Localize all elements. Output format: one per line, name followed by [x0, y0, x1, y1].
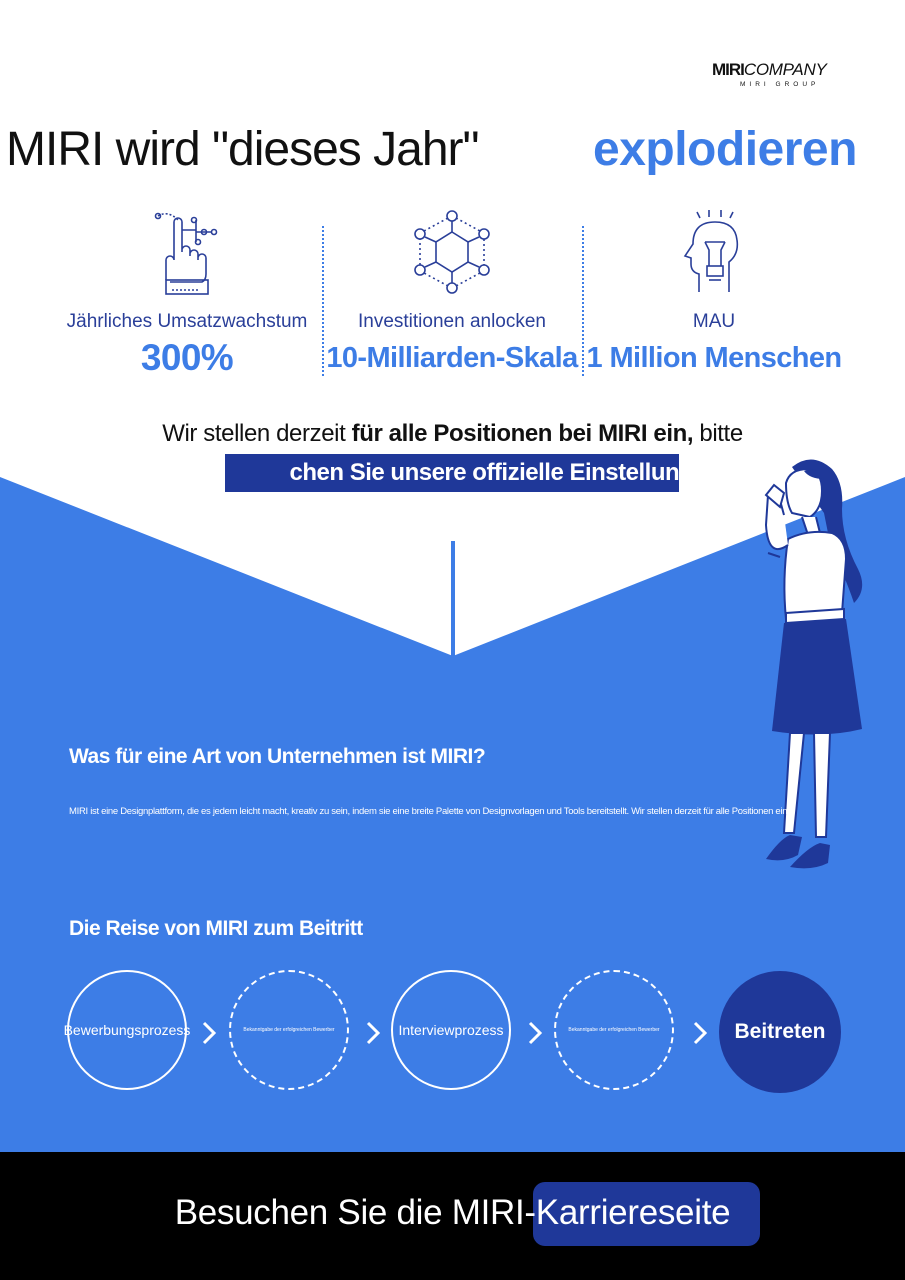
- chevron-right-icon: [366, 1021, 381, 1045]
- journey-step-announcement-2[interactable]: Bekanntgabe der erfolgreichen Bewerber: [554, 970, 674, 1090]
- logo-wordmark: MIRICOMPANY: [712, 60, 827, 80]
- journey-step-label: Bewerbungsprozess: [63, 1022, 191, 1038]
- stat-value: 10-Milliarden-Skala: [326, 342, 578, 374]
- journey-step-join[interactable]: Beitreten: [719, 971, 841, 1093]
- journey-step-label: Bekanntgabe der erfolgreichen Bewerber: [568, 1027, 660, 1033]
- stat-divider: [322, 226, 324, 376]
- footer-highlight: [533, 1182, 760, 1246]
- about-description: MIRI ist eine Designplattform, die es je…: [69, 806, 790, 817]
- chevron-right-icon: [528, 1021, 543, 1045]
- stat-revenue-growth: Jährliches Umsatzwachstum 300%: [58, 210, 316, 385]
- journey-step-announcement-1[interactable]: Bekanntgabe der erfolgreichen Bewerber: [229, 970, 349, 1090]
- woman-illustration: [764, 459, 863, 869]
- stat-value: 300%: [140, 337, 234, 378]
- title-part-black: MIRI wird "dieses Jahr": [6, 123, 480, 176]
- chevron-right-icon: [693, 1021, 708, 1045]
- journey-heading: Die Reise von MIRI zum Beitritt: [69, 917, 363, 940]
- hiring-highlight-banner[interactable]: chen Sie unsere offizielle Einstellungss: [225, 454, 679, 492]
- journey-step-application[interactable]: Bewerbungsprozess: [64, 970, 190, 1090]
- company-logo[interactable]: MIRICOMPANY MIRI GROUP: [712, 60, 862, 92]
- stat-investment: Investitionen anlocken 10-Milliarden-Ska…: [323, 210, 581, 385]
- about-heading: Was für eine Art von Unternehmen ist MIR…: [69, 745, 486, 768]
- hiring-sentence: Wir stellen derzeit für alle Positionen …: [0, 420, 905, 448]
- hiring-text-bold: für alle Positionen bei MIRI ein,: [351, 420, 694, 447]
- stat-mau: MAU 1 Million Menschen: [585, 210, 843, 385]
- hiring-highlight-text: chen Sie unsere offizielle Einstellungss: [289, 459, 679, 486]
- journey-step-interview[interactable]: Interviewprozess: [391, 970, 511, 1090]
- hiring-text-pre: Wir stellen derzeit: [162, 420, 352, 447]
- hexagon-network-icon: [414, 210, 490, 294]
- journey-step-label: Beitreten: [734, 1020, 826, 1043]
- hiring-text-post: bitte: [693, 420, 743, 447]
- logo-mark: MIRI: [712, 60, 745, 79]
- stat-label: Investitionen anlocken: [357, 311, 546, 332]
- hand-pointer-network-icon: [154, 212, 218, 295]
- stat-value: 1 Million Menschen: [586, 342, 842, 374]
- chevron-right-icon: [202, 1021, 217, 1045]
- stat-label: Jährliches Umsatzwachstum: [66, 311, 308, 332]
- career-page-link[interactable]: Besuchen Sie die MIRI-Karriereseite: [174, 1193, 731, 1232]
- stat-divider: [582, 226, 584, 376]
- logo-company-text: COMPANY: [743, 60, 827, 79]
- center-divider-line: [451, 541, 455, 656]
- journey-step-label: Interviewprozess: [398, 1022, 504, 1038]
- title-part-blue: explodieren: [593, 123, 857, 176]
- stat-label: MAU: [692, 311, 736, 332]
- head-lightbulb-icon: [683, 210, 739, 292]
- logo-subtitle: MIRI GROUP: [740, 81, 820, 88]
- journey-step-label: Bekanntgabe der erfolgreichen Bewerber: [243, 1027, 335, 1033]
